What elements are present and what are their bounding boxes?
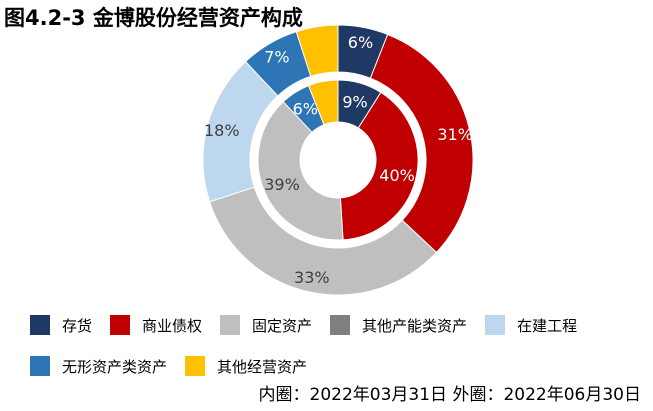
legend-item-inventory: 存货 — [30, 315, 92, 336]
legend-item-fixed-assets: 固定资产 — [220, 315, 312, 336]
legend-swatch — [485, 315, 506, 335]
legend-label: 在建工程 — [517, 316, 578, 335]
legend-item-intangible: 无形资产类资产 — [30, 356, 167, 377]
chart-title: 图4.2-3 金博股份经营资产构成 — [4, 6, 303, 30]
legend-label: 其他产能类资产 — [362, 316, 468, 335]
legend: 存货 商业债权 固定资产 其他产能类资产 在建工程 无形资产类资产 其他经营资产 — [30, 313, 650, 395]
legend-swatch — [185, 356, 206, 376]
outer-ring-label-0: 6% — [348, 33, 373, 52]
outer-ring-label-5: 7% — [264, 48, 289, 67]
outer-ring-label-1: 31% — [437, 125, 473, 144]
inner-ring-label-0: 9% — [342, 92, 367, 111]
legend-item-other-capacity: 其他产能类资产 — [330, 315, 467, 336]
legend-item-construction: 在建工程 — [485, 315, 577, 336]
legend-swatch — [110, 315, 131, 335]
legend-label: 固定资产 — [252, 316, 313, 335]
inner-ring-label-2: 39% — [264, 175, 300, 194]
legend-label: 无形资产类资产 — [62, 357, 168, 376]
legend-row-2: 无形资产类资产 其他经营资产 — [30, 354, 650, 378]
inner-ring-label-5: 6% — [293, 99, 318, 118]
footnote: 内圈：2022年03月31日 外圈：2022年06月30日 — [258, 385, 641, 405]
outer-ring-label-4: 18% — [204, 121, 240, 140]
legend-swatch — [330, 315, 351, 335]
legend-item-receivables: 商业债权 — [110, 315, 202, 336]
legend-swatch — [220, 315, 241, 335]
outer-ring-slice-6 — [295, 24, 339, 77]
legend-row-1: 存货 商业债权 固定资产 其他产能类资产 在建工程 — [30, 313, 650, 337]
inner-ring-label-1: 40% — [379, 166, 415, 185]
outer-ring-label-2: 33% — [294, 268, 330, 287]
legend-label: 存货 — [62, 316, 93, 335]
legend-label: 商业债权 — [142, 316, 203, 335]
outer-ring-slice-1 — [369, 33, 474, 254]
legend-item-other-operating: 其他经营资产 — [185, 356, 307, 377]
legend-swatch — [30, 356, 50, 376]
outer-ring-slice-2 — [208, 186, 438, 296]
inner-ring-slice-1 — [339, 91, 419, 241]
legend-swatch — [30, 315, 50, 335]
inner-ring-slice-6 — [307, 79, 339, 126]
inner-ring-slice-2 — [257, 100, 344, 241]
legend-label: 其他经营资产 — [217, 357, 308, 376]
